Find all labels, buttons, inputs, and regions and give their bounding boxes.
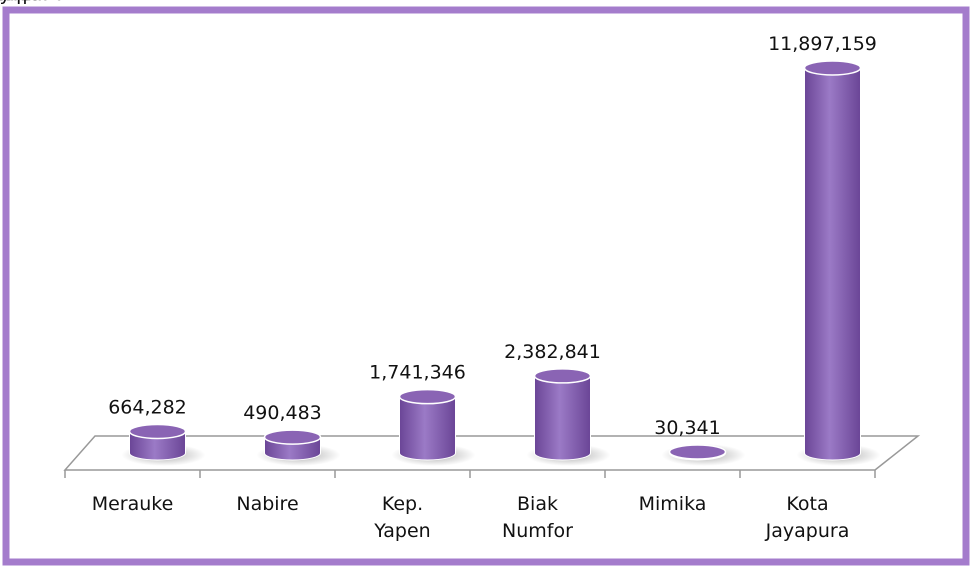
bar-top [398, 388, 457, 405]
bar-top [533, 368, 592, 384]
data-label: 30,341 [654, 417, 720, 439]
bar-top [263, 429, 322, 445]
bar-top [128, 423, 187, 440]
data-label: 2,382,841 [504, 341, 601, 363]
bar-top [668, 444, 727, 460]
bar-top [803, 60, 862, 76]
bar [129, 431, 186, 461]
bar [804, 67, 861, 461]
bar [399, 396, 456, 461]
data-label: 1,741,346 [369, 362, 466, 384]
x-ticks [64, 470, 876, 478]
data-label: 11,897,159 [768, 33, 877, 55]
data-label: 664,282 [108, 397, 187, 419]
bar [534, 375, 591, 461]
data-label: 490,483 [243, 402, 322, 424]
